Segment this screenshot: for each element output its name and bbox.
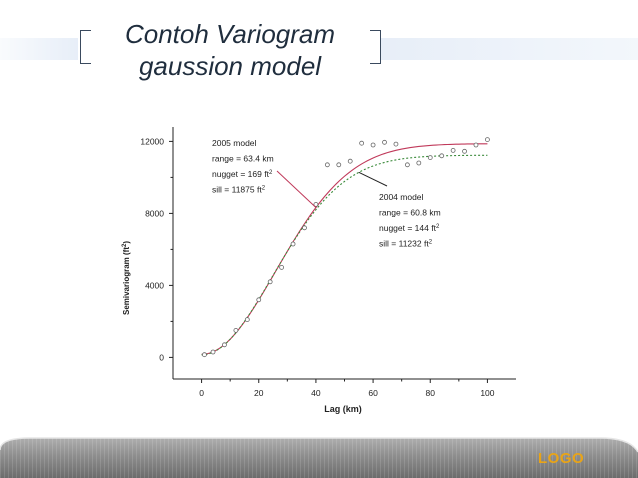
annotation-line: sill = 11875 ft2 <box>212 185 266 195</box>
observed-point <box>382 139 387 145</box>
chart-axes <box>172 127 516 380</box>
x-tick-label: 100 <box>480 388 494 398</box>
x-tick-label: 20 <box>254 388 264 398</box>
chart-annotations: 2005 model range = 63.4 km nugget = 169 ft… <box>212 138 441 249</box>
observed-point <box>393 141 399 147</box>
slide-header: Contoh Variogram gaussion model <box>0 0 638 90</box>
observed-point <box>279 264 285 270</box>
annotation-line: nugget = 144 ft2 <box>379 223 440 233</box>
x-axis-label: Lag (km) <box>324 404 362 414</box>
chart-ticks: 0 20 40 60 80 100 0 4000 8000 12000 <box>140 136 494 398</box>
y-tick-label: 12000 <box>140 136 164 146</box>
observed-point <box>244 317 250 323</box>
annotation-superscript: 2 <box>429 240 433 246</box>
observed-point <box>290 241 296 247</box>
observed-point <box>427 155 433 160</box>
observed-point <box>233 327 239 333</box>
header-band-left <box>0 38 78 60</box>
title-bracket-right <box>370 30 381 64</box>
observed-point <box>256 297 262 303</box>
annotation-line: 2005 model <box>212 138 257 148</box>
observed-point <box>473 142 479 148</box>
slide-title-line-1: Contoh Variogram <box>124 19 336 49</box>
y-tick-label: 4000 <box>145 280 164 290</box>
observed-point <box>313 202 319 207</box>
observed-point <box>202 352 207 358</box>
header-band-right <box>380 38 638 60</box>
slide-title: Contoh Variogram gaussion model <box>95 18 365 82</box>
x-tick-label: 60 <box>368 388 378 398</box>
annotation-line: nugget = 169 ft2 <box>212 169 273 179</box>
observed-point <box>222 342 227 348</box>
observed-point <box>439 153 445 159</box>
observed-points <box>202 137 490 358</box>
y-tick-label: 0 <box>159 352 164 362</box>
annotation-line: range = 60.8 km <box>379 208 441 218</box>
logo: LOGO <box>538 450 585 467</box>
title-bracket-left <box>80 30 91 64</box>
footer-decoration <box>0 437 638 478</box>
observed-point <box>416 160 422 166</box>
y-axis-label-superscript: 2 <box>122 243 128 247</box>
annotation-superscript: 2 <box>436 224 440 230</box>
observed-point <box>210 349 216 355</box>
observed-point <box>450 147 456 153</box>
observed-point <box>359 140 365 146</box>
observed-point <box>347 158 353 164</box>
observed-point <box>485 137 490 143</box>
variogram-chart: 0 20 40 60 80 100 0 4000 8000 12000 2005 model ran… <box>122 127 516 414</box>
observed-point <box>267 279 273 285</box>
observed-point <box>324 162 330 168</box>
annotation-superscript: 2 <box>262 186 266 192</box>
annotation-superscript: 2 <box>269 170 273 176</box>
x-tick-label: 40 <box>311 388 321 398</box>
observed-point <box>336 162 342 168</box>
observed-point <box>302 225 307 231</box>
annotation-line: range = 63.4 km <box>212 154 274 164</box>
leader-2005 <box>276 170 317 208</box>
observed-point <box>370 142 376 148</box>
y-tick-label: 8000 <box>145 208 164 218</box>
observed-point <box>462 148 467 154</box>
slide-title-line-2: gaussion model <box>138 51 322 81</box>
observed-point <box>404 162 410 168</box>
annotation-line: 2004 model <box>379 192 424 202</box>
annotation-line: sill = 11232 ft2 <box>379 239 433 249</box>
leader-2004 <box>358 171 388 187</box>
y-axis-label: Semivariogram (ft2) <box>122 241 131 315</box>
x-tick-label: 80 <box>426 388 436 398</box>
x-tick-label: 0 <box>199 388 204 398</box>
